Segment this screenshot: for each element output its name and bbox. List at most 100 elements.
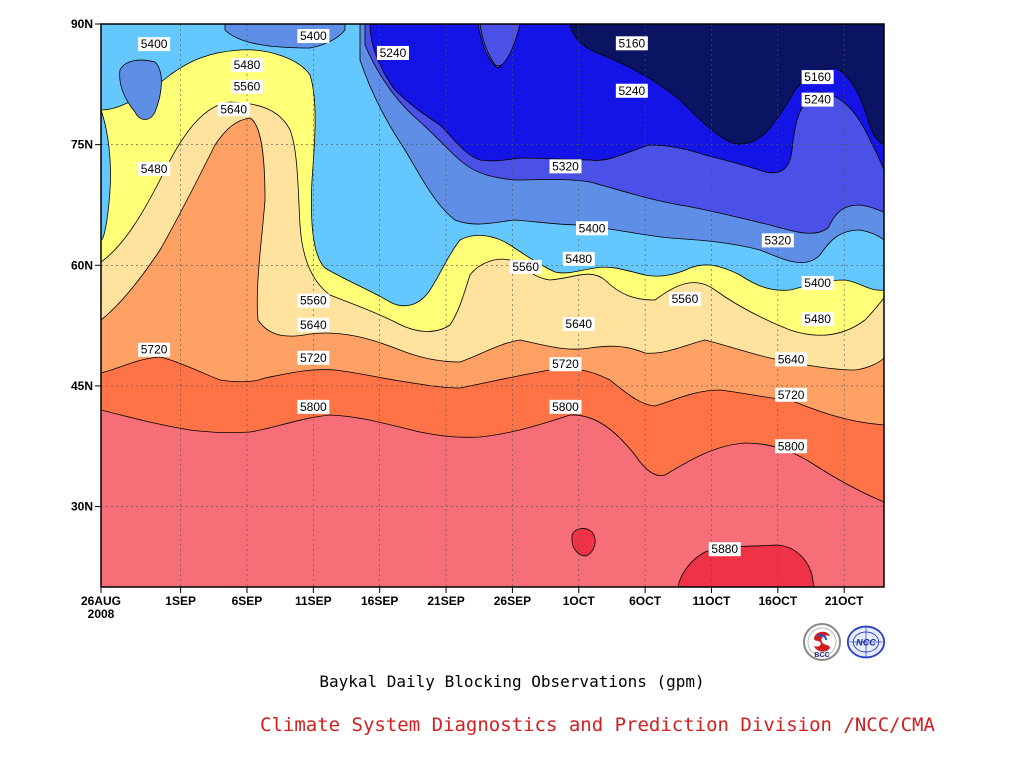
contour-label-text: 5320 (552, 159, 579, 173)
contour-label-5800: 5800 (297, 399, 330, 414)
y-tick-label: 60N (71, 258, 93, 272)
contour-label-box (761, 233, 794, 248)
credit-line: Climate System Diagnostics and Predictio… (260, 714, 935, 736)
contour-label-5480: 5480 (138, 161, 171, 176)
contour-label-box (549, 399, 582, 414)
contour-label-5480: 5480 (230, 58, 263, 73)
contour-label-box (801, 70, 834, 85)
plot-frame (100, 23, 885, 588)
contour-label-text: 5160 (618, 36, 645, 50)
contour-label-box (801, 312, 834, 327)
contour-label-box (775, 387, 808, 402)
contour-label-text: 5480 (141, 162, 168, 176)
contour-label-5400: 5400 (576, 221, 609, 236)
contour-label-text: 5480 (565, 252, 592, 266)
contour-label-box (297, 350, 330, 365)
contour-label-text: 5800 (300, 400, 327, 414)
x-tick-label: 1SEP (165, 594, 196, 608)
contour-label-5160: 5160 (615, 36, 648, 51)
band-below-5160 (569, 24, 884, 146)
x-tick-label: 16SEP (361, 594, 398, 608)
contour-label-5720: 5720 (297, 350, 330, 365)
contour-label-5720: 5720 (138, 342, 171, 357)
x-tick-label: 11OCT (692, 594, 731, 608)
x-tick-label: 21SEP (427, 594, 464, 608)
y-tick-label: 75N (71, 138, 93, 152)
contour-label-box (230, 58, 263, 73)
contour-label-box (509, 259, 542, 274)
contour-label-box (297, 399, 330, 414)
contour-label-box (138, 161, 171, 176)
contour-label-box (376, 45, 409, 60)
contour-label-5480: 5480 (562, 251, 595, 266)
contour-labels: 5400 5480 5720 5480 5560 5640 5400 5560 5640 5720… (138, 29, 834, 557)
contour-label-5240: 5240 (801, 92, 834, 107)
contour-label-text: 5720 (778, 388, 805, 402)
contour-label-text: 5720 (552, 357, 579, 371)
contour-label-5320: 5320 (761, 233, 794, 248)
contour-label-text: 5240 (804, 93, 831, 107)
x-tick-label: 26SEP (494, 594, 531, 608)
contour-label-5560: 5560 (509, 259, 542, 274)
ncc-logo-icon: NCC (846, 625, 886, 659)
contour-label-box (775, 352, 808, 367)
contour-label-5560: 5560 (297, 293, 330, 308)
contour-label-text: 5560 (300, 294, 327, 308)
x-tick-label: 6SEP (232, 594, 263, 608)
contour-label-5480: 5480 (801, 312, 834, 327)
contour-label-text: 5640 (565, 317, 592, 331)
contour-label-text: 5640 (220, 102, 247, 116)
contour-label-box (297, 293, 330, 308)
contour-label-box (562, 251, 595, 266)
contour-label-5560: 5560 (668, 292, 701, 307)
contour-label-box (297, 29, 330, 44)
contour-label-text: 5640 (300, 318, 327, 332)
contour-label-5640: 5640 (217, 102, 250, 117)
contour-label-text: 5400 (804, 276, 831, 290)
contour-label-5160: 5160 (801, 70, 834, 85)
contour-label-5400: 5400 (297, 29, 330, 44)
y-tick-label: 30N (71, 500, 93, 514)
contour-label-text: 5320 (764, 233, 791, 247)
contour-label-text: 5400 (579, 221, 606, 235)
contour-label-text: 5160 (804, 70, 831, 84)
contour-label-5560: 5560 (230, 79, 263, 94)
x-tick-label: 26AUG 2008 (81, 594, 121, 621)
bcc-logo-icon: BCC (803, 623, 841, 661)
contour-label-5800: 5800 (775, 439, 808, 454)
contour-label-box (562, 316, 595, 331)
contour-label-text: 5720 (300, 351, 327, 365)
x-tick-label: 6OCT (629, 594, 662, 608)
contour-label-box (576, 221, 609, 236)
contour-label-text: 5560 (512, 260, 539, 274)
contour-label-box (615, 36, 648, 51)
contour-label-text: 5640 (778, 352, 805, 366)
chart-title: Baykal Daily Blocking Observations (gpm) (319, 672, 705, 691)
contour-label-text: 5400 (141, 37, 168, 51)
contour-label-box (801, 275, 834, 290)
contour-label-5240: 5240 (615, 83, 648, 98)
y-tick-label: 45N (71, 379, 93, 393)
contour-label-box (217, 102, 250, 117)
x-tick-label: 11SEP (295, 594, 332, 608)
contour-label-text: 5480 (804, 312, 831, 326)
contour-label-box (549, 357, 582, 372)
contour-label-box (230, 79, 263, 94)
contour-label-box (615, 83, 648, 98)
contour-label-text: 5400 (300, 29, 327, 43)
contour-label-5240: 5240 (376, 45, 409, 60)
contour-label-box (775, 439, 808, 454)
bcc-logo-text: BCC (814, 652, 829, 659)
contour-label-5880: 5880 (708, 542, 741, 557)
contour-label-box (138, 37, 171, 52)
contour-label-box (297, 317, 330, 332)
contour-label-5720: 5720 (775, 387, 808, 402)
ncc-logo-text: NCC (856, 638, 876, 648)
contour-label-text: 5480 (234, 58, 261, 72)
y-axis: 30N 45N 60N 75N 90N (71, 17, 101, 514)
contour-label-5640: 5640 (562, 316, 595, 331)
y-tick-label: 90N (71, 17, 93, 31)
contour-label-text: 5240 (618, 84, 645, 98)
contour-label-5400: 5400 (801, 275, 834, 290)
